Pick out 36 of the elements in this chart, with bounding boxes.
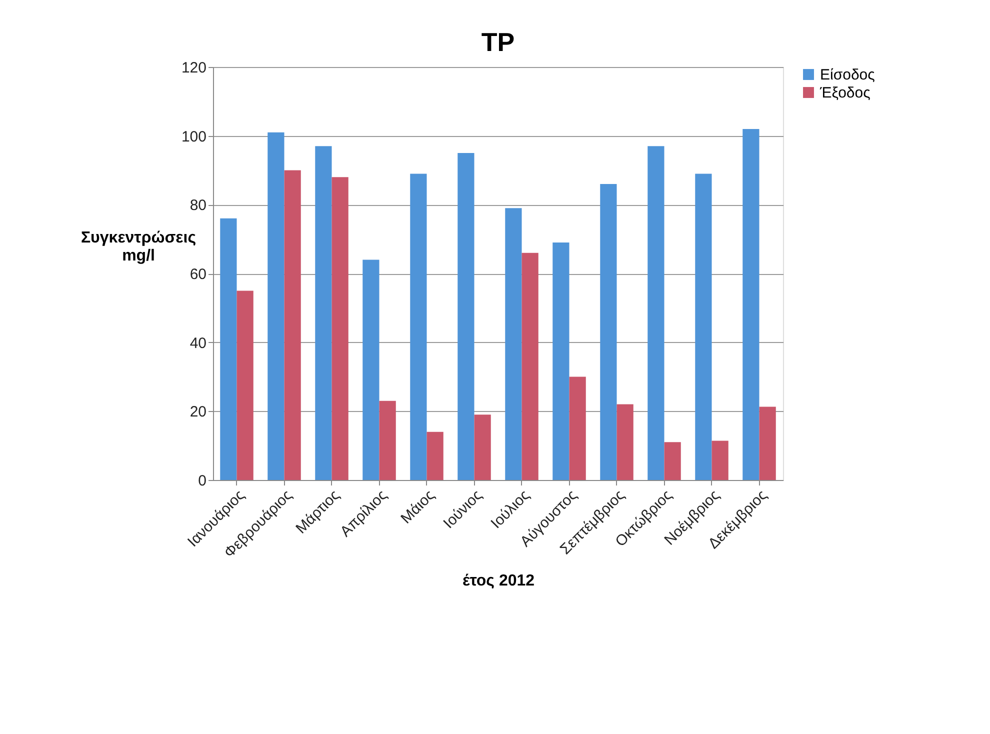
bar: [379, 400, 396, 480]
bar: [505, 208, 522, 480]
y-axis-title: Συγκεντρώσεις mg/l: [80, 230, 196, 264]
bar: [742, 128, 760, 480]
bar: [552, 242, 570, 480]
bar: [236, 290, 254, 480]
bar: [426, 432, 444, 480]
bar: [410, 174, 427, 480]
y-tick-label: 80: [190, 197, 206, 214]
x-axis-title: έτος 2012: [462, 572, 535, 590]
bar: [664, 442, 681, 480]
y-tick-label: 60: [190, 266, 206, 283]
bar: [362, 260, 380, 480]
bar: [284, 170, 301, 480]
y-tick-label: 40: [190, 334, 206, 352]
bar: [648, 146, 664, 480]
y-tick-label: 0: [198, 472, 206, 490]
y-tick-label: 100: [181, 128, 206, 146]
bar: [268, 132, 284, 480]
legend-label: Είσοδος: [820, 66, 875, 84]
bar: [616, 404, 634, 480]
y-tick-label: 20: [190, 404, 206, 421]
y-tick-label: 120: [181, 60, 206, 76]
bar: [332, 177, 348, 480]
bar: [712, 440, 728, 480]
legend-label: Έξοδος: [819, 84, 870, 102]
bar: [600, 184, 617, 480]
bar: [458, 153, 474, 480]
bar: [695, 174, 712, 480]
bar: [220, 218, 237, 480]
bar: [759, 406, 776, 480]
bar: [474, 414, 491, 480]
bar: [522, 252, 538, 480]
bar: [569, 376, 586, 480]
chart-title: TP: [481, 27, 515, 57]
bar: [315, 146, 332, 480]
